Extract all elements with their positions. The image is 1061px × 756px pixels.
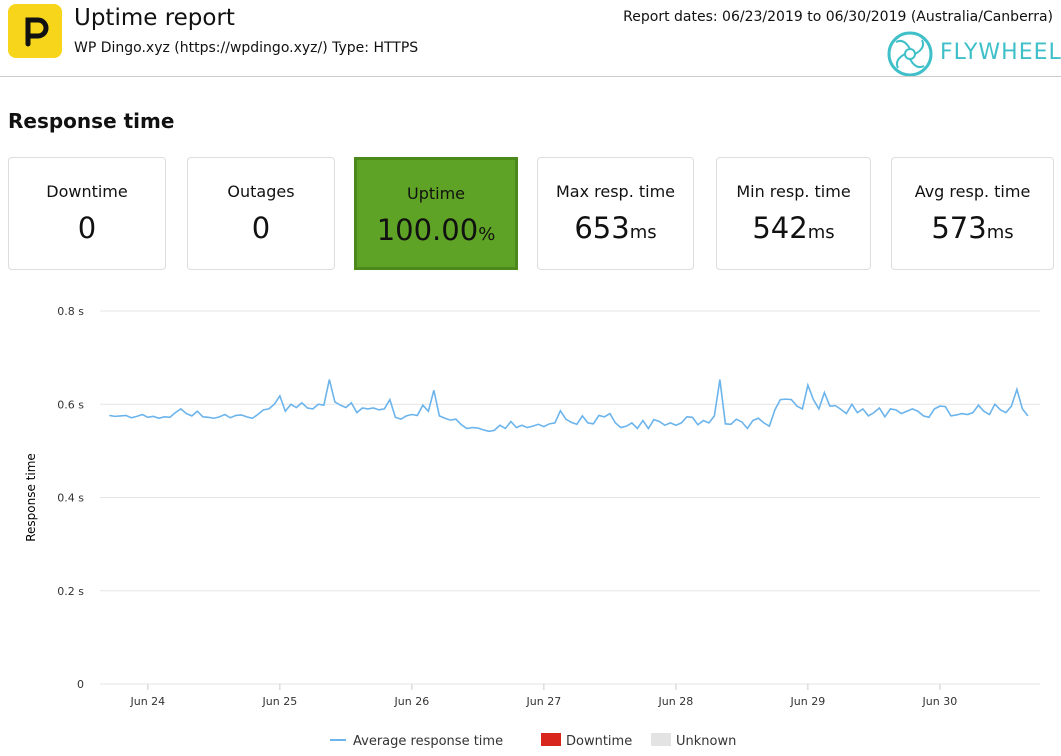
section-title: Response time: [8, 109, 175, 133]
stat-unit: ms: [807, 222, 835, 243]
stat-label: Avg resp. time: [914, 182, 1031, 201]
stat-value: 573ms: [892, 211, 1053, 245]
stat-card: Outages 0: [187, 157, 335, 270]
brand-icon: [887, 31, 933, 77]
stat-number: 542: [752, 211, 808, 245]
stat-label: Downtime: [46, 182, 128, 201]
stat-card: Uptime 100.00%: [354, 157, 518, 270]
x-tick-label: Jun 26: [394, 695, 430, 708]
stat-label: Min resp. time: [736, 182, 851, 201]
brand-name: FLYWHEEL: [940, 40, 1061, 65]
stat-number: 0: [77, 211, 97, 245]
y-tick-label: 0.8 s: [57, 305, 84, 318]
x-tick-label: Jun 25: [262, 695, 298, 708]
chart: 0 0.2 s 0.4 s 0.6 s 0.8 s Jun 24 Jun 25 Jun 26 J…: [24, 305, 1040, 749]
stat-number: 0: [251, 211, 271, 245]
subtitle: WP Dingo.xyz (https://wpdingo.xyz/) Type…: [74, 40, 419, 56]
stat-value: 0: [9, 211, 165, 245]
x-tick-label: Jun 28: [658, 695, 694, 708]
stat-card: Max resp. time 653ms: [537, 157, 694, 270]
legend-label: Average response time: [353, 734, 503, 749]
legend-label: Downtime: [566, 734, 632, 749]
x-tick-label: Jun 27: [526, 695, 562, 708]
legend-label: Unknown: [676, 734, 736, 749]
stat-value: 653ms: [538, 211, 693, 245]
stat-card: Avg resp. time 573ms: [891, 157, 1054, 270]
stat-unit: %: [478, 224, 496, 245]
stat-value: 100.00%: [357, 213, 515, 247]
stat-card: Min resp. time 542ms: [716, 157, 871, 270]
stat-unit: ms: [986, 222, 1014, 243]
legend-swatch: [541, 733, 561, 746]
y-tick-label: 0.6 s: [57, 398, 84, 411]
logo-icon: [25, 17, 49, 47]
stat-label: Max resp. time: [555, 182, 676, 201]
stat-value: 542ms: [717, 211, 870, 245]
legend-swatch: [651, 733, 671, 746]
line: [109, 379, 1029, 433]
stat-label: Uptime: [406, 184, 465, 203]
y-axis-label: Response time: [24, 453, 38, 542]
divider: [0, 76, 1061, 77]
y-tick-label: 0.4 s: [57, 492, 84, 505]
x-tick-label: Jun 29: [790, 695, 826, 708]
y-tick-label: 0: [77, 678, 84, 691]
x-tick-label: Jun 24: [130, 695, 166, 708]
y-tick-label: 0.2 s: [57, 585, 84, 598]
logo: [8, 4, 62, 58]
title: Uptime report: [74, 5, 235, 31]
stat-card: Downtime 0: [8, 157, 166, 270]
stat-number: 573: [931, 211, 987, 245]
report-dates: Report dates: 06/23/2019 to 06/30/2019 (…: [623, 9, 1053, 25]
stat-value: 0: [188, 211, 334, 245]
stat-label: Outages: [227, 182, 295, 201]
x-tick-label: Jun 30: [922, 695, 958, 708]
stat-number: 653: [574, 211, 630, 245]
stat-number: 100.00: [376, 213, 479, 247]
stat-unit: ms: [629, 222, 657, 243]
